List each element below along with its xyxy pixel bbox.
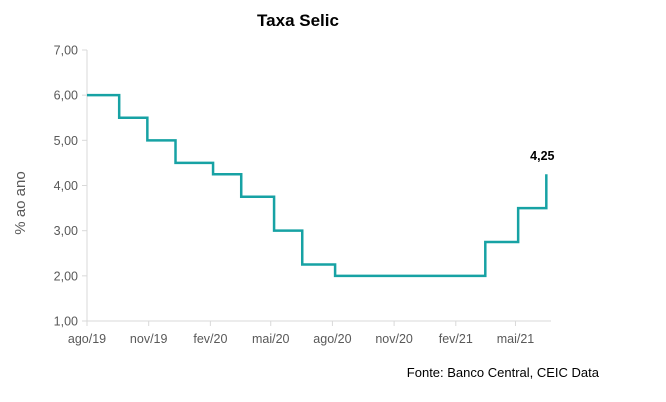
y-tick-labels: 1,00 2,00 3,00 4,00 5,00 6,00 7,00 [54, 44, 87, 329]
x-tick-label: mai/21 [497, 332, 535, 346]
x-tick-label: nov/19 [130, 332, 168, 346]
x-tick-labels: ago/19 nov/19 fev/20 mai/20 ago/20 nov/20 fev/… [68, 321, 534, 346]
chart-title: Taxa Selic [257, 11, 339, 30]
y-axis-label: % ao ano [12, 171, 29, 234]
x-tick-label: fev/21 [439, 332, 473, 346]
y-tick-label: 1,00 [54, 315, 78, 329]
data-label-last: 4,25 [530, 149, 554, 163]
source-note: Fonte: Banco Central, CEIC Data [407, 365, 600, 380]
x-tick-label: mai/20 [252, 332, 290, 346]
y-tick-label: 3,00 [54, 224, 78, 238]
series-line-selic [87, 93, 548, 278]
y-tick-label: 4,00 [54, 179, 78, 193]
series-group [87, 93, 548, 278]
x-tick-label: nov/20 [375, 332, 413, 346]
y-tick-label: 2,00 [54, 269, 78, 283]
x-tick-label: ago/20 [313, 332, 351, 346]
y-tick-label: 5,00 [54, 134, 78, 148]
y-tick-label: 7,00 [54, 44, 78, 58]
x-tick-label: ago/19 [68, 332, 106, 346]
x-tick-label: fev/20 [193, 332, 227, 346]
y-tick-label: 6,00 [54, 89, 78, 103]
